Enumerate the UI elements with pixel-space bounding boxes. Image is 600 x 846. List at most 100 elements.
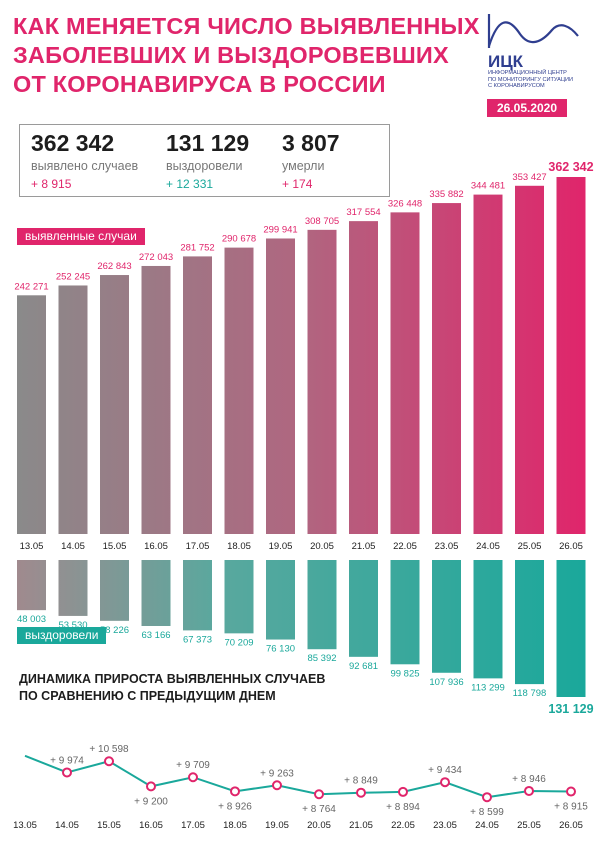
growth-chart-title: ДИНАМИКА ПРИРОСТА ВЫЯВЛЕННЫХ СЛУЧАЕВ ПО … [19, 671, 325, 705]
recovered-bar [473, 560, 503, 679]
growth-value-label: + 8 915 [554, 802, 588, 813]
case-bar [141, 265, 171, 534]
case-value-label: 299 941 [263, 224, 297, 235]
case-value-label: 281 752 [180, 242, 214, 253]
growth-point [440, 777, 450, 788]
growth-value-label: + 9 434 [428, 765, 462, 776]
growth-date-label: 17.05 [181, 820, 205, 831]
growth-value-label: + 9 200 [134, 796, 168, 807]
growth-value-label: + 8 599 [470, 807, 504, 818]
recovered-bar [141, 560, 171, 626]
recovered-bar [266, 560, 295, 640]
recovered-tag: выздоровели [17, 627, 107, 644]
bar-date-labels: 13.05 14.05 15.05 16.05 17.05 18.05 19.05 20.05… [20, 541, 583, 552]
case-bar [224, 247, 254, 534]
case-value-label: 335 882 [429, 189, 463, 200]
bar-date-label: 20.05 [310, 541, 334, 552]
growth-point [230, 786, 240, 797]
growth-value-label: + 9 263 [260, 768, 294, 779]
stat-recovered-value: 131 129 [166, 130, 250, 156]
stat-cases-label: выявлено случаев [31, 159, 139, 173]
recovered-bar [515, 560, 544, 685]
bar-date-label: 26.05 [559, 541, 583, 552]
case-value-label: 272 043 [139, 252, 173, 263]
case-value-label: 326 448 [388, 198, 422, 209]
stat-deaths-label: умерли [282, 159, 325, 173]
case-bar [183, 256, 212, 534]
recovered-value-label: 53 530 [58, 620, 87, 631]
logo-name: ИЦК [488, 52, 524, 71]
logo: ИЦК ИНФОРМАЦИОННЫЙ ЦЕНТР ПО МОНИТОРИНГУ … [486, 12, 586, 92]
bar-date-label: 13.05 [20, 541, 44, 552]
logo-subtitle-line: ИНФОРМАЦИОННЫЙ ЦЕНТР [488, 70, 567, 76]
recovered-value-label: 48 003 [17, 614, 46, 625]
bar-date-label: 17.05 [186, 541, 210, 552]
recovered-value-label: 118 798 [513, 688, 547, 699]
growth-value-label: + 9 974 [50, 755, 84, 766]
title-line: ЗАБОЛЕВШИХ И ВЫЗДОРОВЕВШИХ [13, 42, 449, 68]
growth-point [356, 787, 366, 798]
growth-date-label: 20.05 [307, 820, 331, 831]
recovered-value-label: 85 392 [307, 653, 336, 664]
recovered-bar-series: 48 003 53 530 58 226 63 166 67 373 70 209 76 1… [17, 560, 594, 716]
growth-point [104, 756, 114, 767]
growth-point [524, 785, 534, 796]
growth-date-label: 18.05 [223, 820, 247, 831]
growth-date-label: 23.05 [433, 820, 457, 831]
stat-deaths-delta: + 174 [282, 177, 313, 191]
recovered-value-label: 76 130 [266, 644, 295, 655]
case-value-label: 317 554 [346, 207, 380, 218]
recovered-value-label: 131 129 [548, 702, 593, 716]
recovered-value-label: 107 936 [429, 677, 463, 688]
growth-date-label: 13.05 [13, 820, 37, 831]
bar-date-label: 18.05 [227, 541, 251, 552]
growth-value-label: + 8 926 [218, 801, 252, 812]
recovered-value-label: 99 825 [390, 668, 419, 679]
case-bar [349, 221, 378, 534]
case-bar [390, 212, 420, 535]
bar-date-label: 24.05 [476, 541, 500, 552]
case-value-label: 252 245 [56, 271, 90, 282]
growth-point [188, 772, 198, 783]
bar-date-label: 14.05 [61, 541, 85, 552]
growth-date-label: 24.05 [475, 820, 499, 831]
case-bar [432, 203, 461, 535]
recovered-value-label: 67 373 [183, 634, 212, 645]
growth-chart-title-line: ПО СРАВНЕНИЮ С ПРЕДЫДУЩИМ ДНЕМ [19, 689, 276, 703]
growth-value-label: + 10 598 [89, 744, 129, 755]
cases-tag: выявленные случаи [17, 228, 145, 245]
growth-point [272, 780, 282, 791]
stat-cases-delta: + 8 915 [31, 177, 72, 191]
growth-line-series: 13.05 + 9 974 14.05 + 10 598 15.05 + 9 200 16.… [13, 744, 588, 831]
growth-point [398, 786, 408, 797]
cases-bar-series: 242 271 252 245 262 843 272 043 281 752 290 6… [14, 160, 594, 535]
logo-subtitle-line: ПО МОНИТОРИНГУ СИТУАЦИИ [488, 76, 574, 83]
growth-date-label: 19.05 [265, 820, 289, 831]
growth-date-label: 25.05 [517, 820, 541, 831]
stats-box: 362 342 выявлено случаев + 8 915 131 129… [19, 124, 390, 197]
bar-date-label: 25.05 [518, 541, 542, 552]
growth-line [24, 754, 572, 799]
title-line: ОТ КОРОНАВИРУСА В РОССИИ [13, 71, 386, 97]
date-badge: 26.05.2020 [487, 99, 567, 117]
case-value-label: 362 342 [548, 160, 593, 174]
recovered-bar [183, 560, 212, 631]
growth-date-label: 22.05 [391, 820, 415, 831]
bar-date-label: 21.05 [352, 541, 376, 552]
growth-point [566, 786, 576, 797]
recovered-value-label: 58 226 [100, 625, 129, 636]
growth-point [62, 767, 72, 778]
recovered-bar [100, 560, 129, 621]
bar-date-label: 22.05 [393, 541, 417, 552]
recovered-bar [390, 560, 420, 665]
recovered-value-label: 70 209 [224, 637, 253, 648]
growth-date-label: 16.05 [139, 820, 163, 831]
recovered-value-label: 92 681 [349, 661, 378, 672]
case-value-label: 353 427 [512, 172, 546, 183]
growth-date-label: 26.05 [559, 820, 583, 831]
case-value-label: 262 843 [97, 261, 131, 272]
recovered-bar [349, 560, 378, 657]
bar-date-label: 16.05 [144, 541, 168, 552]
stat-deaths-value: 3 807 [282, 130, 340, 156]
